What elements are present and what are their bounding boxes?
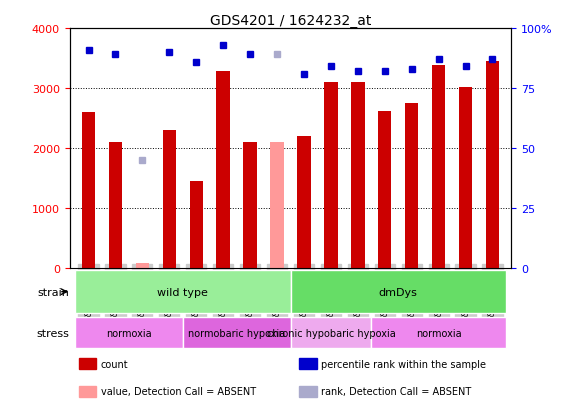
Text: rank, Detection Call = ABSENT: rank, Detection Call = ABSENT — [321, 386, 472, 396]
Bar — [109, 142, 122, 268]
Bar — [378, 112, 392, 268]
Text: normobaric hypoxia: normobaric hypoxia — [188, 328, 285, 338]
Bar — [299, 358, 317, 369]
FancyBboxPatch shape — [371, 318, 506, 349]
Bar — [405, 104, 418, 268]
FancyBboxPatch shape — [183, 318, 290, 349]
Bar — [324, 83, 338, 268]
Bar — [270, 142, 284, 268]
Text: percentile rank within the sample: percentile rank within the sample — [321, 359, 486, 369]
Bar — [189, 181, 203, 268]
FancyBboxPatch shape — [290, 318, 371, 349]
Bar — [297, 137, 311, 268]
Bar — [351, 83, 364, 268]
Bar — [217, 72, 230, 268]
Text: count: count — [101, 359, 128, 369]
FancyBboxPatch shape — [75, 271, 290, 313]
Text: chronic hypobaric hypoxia: chronic hypobaric hypoxia — [267, 328, 395, 338]
Bar — [78, 358, 96, 369]
Bar — [163, 131, 176, 268]
Text: stress: stress — [37, 328, 70, 338]
Bar — [299, 386, 317, 396]
Bar — [432, 66, 445, 268]
Text: normoxia: normoxia — [416, 328, 461, 338]
Bar — [82, 113, 95, 268]
Bar — [459, 88, 472, 268]
Bar — [486, 62, 499, 268]
Text: wild type: wild type — [157, 287, 208, 297]
Text: value, Detection Call = ABSENT: value, Detection Call = ABSENT — [101, 386, 256, 396]
Text: strain: strain — [38, 287, 70, 297]
Text: normoxia: normoxia — [106, 328, 152, 338]
FancyBboxPatch shape — [290, 271, 506, 313]
Bar — [78, 386, 96, 396]
Bar — [136, 263, 149, 268]
Bar — [243, 142, 257, 268]
Text: dmDys: dmDys — [379, 287, 418, 297]
FancyBboxPatch shape — [75, 318, 183, 349]
Title: GDS4201 / 1624232_at: GDS4201 / 1624232_at — [210, 14, 371, 28]
